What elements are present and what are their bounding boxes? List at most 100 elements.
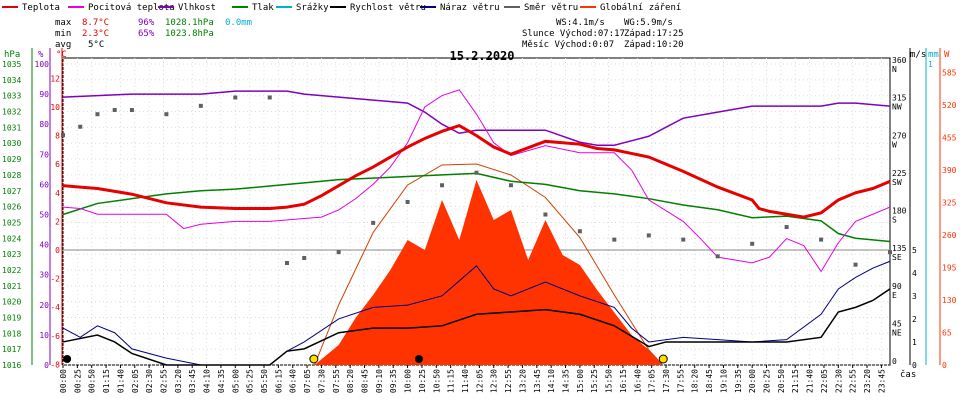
legend: Teplota Pocitová teplota Vlhkost Tlak Srážky… — [0, 0, 966, 16]
wind-dir-point — [164, 112, 169, 117]
tick-time: 05:00 — [231, 369, 240, 393]
tick-time: 00:00 — [59, 369, 68, 393]
axis-label-celsius: °C — [56, 50, 67, 60]
legend-swatch — [504, 5, 520, 8]
tick-time: 14:35 — [562, 369, 571, 393]
wind-dir-point — [61, 133, 65, 138]
tick-time: 23:20 — [863, 369, 872, 393]
stat-moonset: Západ:10:20 — [624, 40, 684, 50]
legend-label: Globální záření — [600, 3, 682, 13]
wind-dir-point — [440, 183, 445, 188]
tick-time: 10:25 — [418, 369, 427, 393]
tick-time: 12:05 — [475, 369, 484, 393]
legend-label: Srážky — [296, 3, 329, 13]
stat-min-temp: 2.3°C — [82, 29, 110, 39]
tick-time: 18:20 — [691, 369, 700, 393]
legend-label: Rychlost větru — [350, 3, 426, 13]
stat-sunset: Západ:17:25 — [624, 29, 684, 39]
tick-time: 03:20 — [174, 369, 183, 393]
legend-swatch — [276, 5, 292, 8]
tick-time: 02:05 — [131, 369, 140, 393]
tick-time: 11:40 — [461, 369, 470, 393]
tick-wind-dir: 0 — [892, 357, 897, 366]
tick-wind-speed: 0 — [912, 361, 917, 370]
tick-hpa: 1033 — [2, 92, 21, 101]
tick-wind-dir-name: NE — [892, 328, 902, 337]
wind-dir-point — [543, 212, 548, 217]
tick-time: 22:55 — [849, 369, 858, 393]
series-theoretical-radiation — [314, 163, 663, 366]
tick-hpa: 1032 — [2, 108, 21, 117]
wind-dir-point — [129, 108, 134, 113]
tick-wind-speed: 2 — [912, 315, 917, 324]
axis-label-rain: mm — [928, 50, 939, 60]
tick-hpa: 1026 — [2, 203, 21, 212]
tick-percent: 10 — [39, 331, 49, 340]
tick-celsius: 4 — [55, 189, 60, 198]
tick-time: 01:15 — [102, 369, 111, 393]
legend-item: Směr větru — [504, 3, 578, 13]
series-radiation — [314, 180, 663, 365]
tick-wind-dir: 180 — [892, 207, 907, 216]
wind-dir-point — [267, 95, 272, 100]
moonrise-marker — [63, 355, 72, 363]
tick-percent: 90 — [39, 90, 49, 99]
stat-wg: WG:5.9m/s — [624, 18, 673, 28]
tick-time: 17:55 — [676, 369, 685, 393]
tick-time: 08:20 — [346, 369, 355, 393]
legend-item: Tlak — [232, 3, 274, 13]
legend-label: Pocitová teplota — [88, 3, 175, 13]
wind-dir-point — [715, 254, 720, 259]
wind-dir-point — [819, 237, 824, 242]
tick-percent: 20 — [39, 301, 49, 310]
tick-percent: 70 — [39, 150, 49, 159]
tick-time: 20:50 — [777, 369, 786, 393]
tick-time: 15:25 — [590, 369, 599, 393]
tick-time: 10:50 — [432, 369, 441, 393]
wind-dir-point — [95, 112, 100, 117]
legend-swatch — [232, 5, 248, 8]
tick-time: 04:35 — [217, 369, 226, 393]
tick-wind-speed: 3 — [912, 292, 917, 301]
wind-dir-point — [646, 233, 651, 238]
tick-time: 16:40 — [633, 369, 642, 393]
tick-time: 10:00 — [404, 369, 413, 393]
tick-time: 19:35 — [734, 369, 743, 393]
tick-hpa: 1025 — [2, 218, 21, 227]
tick-time: 15:50 — [605, 369, 614, 393]
wind-dir-point — [405, 199, 410, 204]
moonset-marker — [414, 355, 423, 363]
legend-item: Globální záření — [580, 3, 681, 13]
tick-wind-dir-name: S — [892, 216, 897, 225]
tick-percent: 40 — [39, 241, 49, 250]
legend-label: Teplota — [22, 3, 60, 13]
tick-time: 02:30 — [145, 369, 154, 393]
stat-avg-label: avg — [55, 40, 72, 50]
wind-dir-point — [336, 250, 341, 255]
axis-label-time: čas — [900, 369, 916, 380]
tick-wind-dir: 270 — [892, 131, 907, 140]
tick-percent: 50 — [39, 211, 49, 220]
legend-item: Vlhkost — [158, 3, 216, 13]
stat-min-label: min — [55, 29, 72, 39]
tick-rain: 1 — [928, 60, 933, 69]
wind-dir-point — [750, 241, 755, 246]
tick-percent: 0 — [44, 361, 49, 370]
tick-wind-dir-name: E — [892, 291, 897, 300]
legend-item: Pocitová teplota — [68, 3, 175, 13]
legend-item: Rychlost větru — [330, 3, 426, 13]
tick-time: 03:45 — [188, 369, 197, 393]
tick-time: 02:55 — [160, 369, 169, 393]
tick-time: 07:55 — [332, 369, 341, 393]
tick-time: 13:45 — [533, 369, 542, 393]
tick-percent: 60 — [39, 180, 49, 189]
tick-celsius: 2 — [55, 217, 60, 226]
legend-item: Teplota — [2, 3, 60, 13]
legend-swatch — [2, 5, 18, 8]
axis-label-hpa: hPa — [4, 50, 20, 60]
tick-time: 15:00 — [576, 369, 585, 393]
tick-time: 11:15 — [447, 369, 456, 393]
tick-hpa: 1035 — [2, 60, 21, 69]
